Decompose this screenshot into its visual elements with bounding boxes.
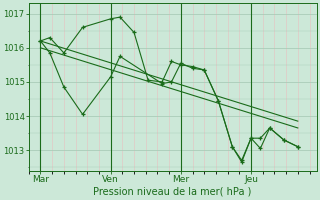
X-axis label: Pression niveau de la mer( hPa ): Pression niveau de la mer( hPa )	[93, 187, 252, 197]
